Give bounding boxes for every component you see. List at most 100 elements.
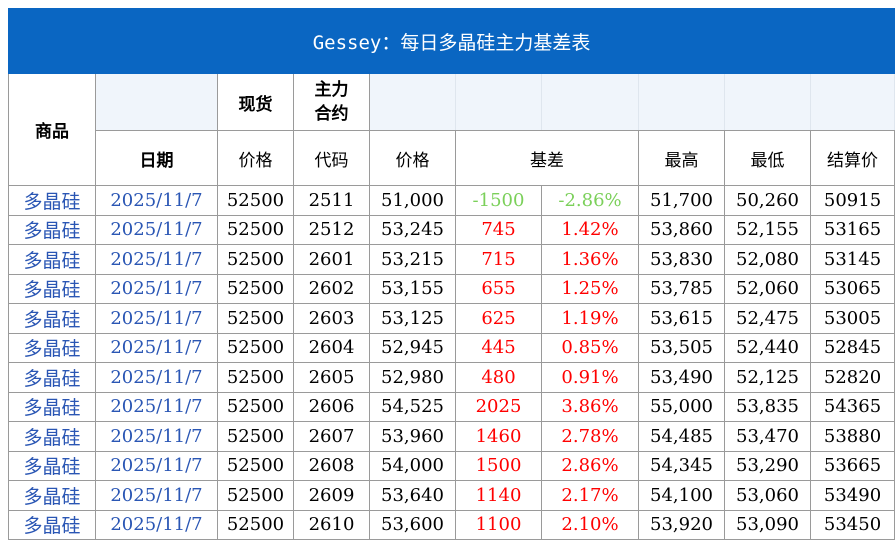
price-cell: 53,640 — [369, 480, 456, 511]
date-cell: 2025/11/7 — [95, 450, 218, 481]
price-cell: 53,245 — [369, 214, 456, 245]
settle-cell: 53065 — [809, 273, 896, 304]
table-row: 多晶硅 2025/11/7 52500 2512 53,245 745 1.42% 53,86… — [8, 214, 896, 245]
settle-cell: 54365 — [809, 391, 896, 422]
spot-price-cell: 52500 — [217, 273, 294, 304]
low-cell: 52,060 — [724, 273, 811, 304]
high-cell: 53,920 — [638, 509, 725, 540]
contract-code-cell: 2603 — [293, 303, 370, 334]
basis-pct-cell: 1.42% — [541, 214, 639, 245]
spot-price-cell: 52500 — [217, 421, 294, 452]
date-cell: 2025/11/7 — [95, 391, 218, 422]
date-cell: 2025/11/7 — [95, 214, 218, 245]
header-blank-cell — [455, 73, 542, 131]
settle-cell: 53145 — [809, 244, 896, 275]
price-cell: 54,525 — [369, 391, 456, 422]
header-blank-cell — [541, 73, 639, 131]
basis-cell: 2025 — [455, 391, 542, 422]
header-spot-price: 价格 — [217, 130, 294, 186]
basis-cell: 655 — [455, 273, 542, 304]
high-cell: 54,345 — [638, 450, 725, 481]
table-row: 多晶硅 2025/11/7 52500 2608 54,000 1500 2.86% 54,3… — [8, 450, 896, 481]
product-cell: 多晶硅 — [8, 391, 96, 422]
header-blank-cell — [638, 73, 725, 131]
price-cell: 51,000 — [369, 185, 456, 216]
high-cell: 53,615 — [638, 303, 725, 334]
date-cell: 2025/11/7 — [95, 303, 218, 334]
header-price: 价格 — [369, 130, 456, 186]
high-cell: 53,490 — [638, 362, 725, 393]
header-main-contract: 主力 合约 — [293, 73, 370, 131]
spot-price-cell: 52500 — [217, 362, 294, 393]
product-cell: 多晶硅 — [8, 509, 96, 540]
basis-cell: 445 — [455, 332, 542, 363]
table-row: 多晶硅 2025/11/7 52500 2602 53,155 655 1.25% 53,78… — [8, 273, 896, 304]
high-cell: 53,785 — [638, 273, 725, 304]
price-cell: 53,960 — [369, 421, 456, 452]
settle-cell: 53665 — [809, 450, 896, 481]
contract-code-cell: 2608 — [293, 450, 370, 481]
header-blank-cell — [724, 73, 811, 131]
basis-pct-cell: 0.85% — [541, 332, 639, 363]
date-cell: 2025/11/7 — [95, 273, 218, 304]
product-cell: 多晶硅 — [8, 480, 96, 511]
high-cell: 51,700 — [638, 185, 725, 216]
low-cell: 53,290 — [724, 450, 811, 481]
low-cell: 52,155 — [724, 214, 811, 245]
contract-code-cell: 2602 — [293, 273, 370, 304]
high-cell: 53,830 — [638, 244, 725, 275]
basis-cell: 1500 — [455, 450, 542, 481]
high-cell: 54,485 — [638, 421, 725, 452]
spot-price-cell: 52500 — [217, 244, 294, 275]
header-code: 代码 — [293, 130, 370, 186]
product-cell: 多晶硅 — [8, 244, 96, 275]
basis-pct-cell: -2.86% — [541, 185, 639, 216]
basis-pct-cell: 1.19% — [541, 303, 639, 334]
price-cell: 54,000 — [369, 450, 456, 481]
low-cell: 50,260 — [724, 185, 811, 216]
header-product: 商品 — [8, 73, 96, 186]
header-spot: 现货 — [217, 73, 294, 131]
settle-cell: 53165 — [809, 214, 896, 245]
basis-pct-cell: 1.25% — [541, 273, 639, 304]
table-title: Gessey：每日多晶硅主力基差表 — [7, 8, 896, 74]
header-settle: 结算价 — [809, 130, 896, 186]
product-cell: 多晶硅 — [8, 450, 96, 481]
basis-cell: 1100 — [455, 509, 542, 540]
price-cell: 53,155 — [369, 273, 456, 304]
product-cell: 多晶硅 — [8, 303, 96, 334]
table-body: 多晶硅 2025/11/7 52500 2511 51,000 -1500 -2.86% 51… — [8, 185, 896, 540]
price-cell: 52,945 — [369, 332, 456, 363]
table-row: 多晶硅 2025/11/7 52500 2605 52,980 480 0.91% 53,49… — [8, 362, 896, 393]
basis-cell: 745 — [455, 214, 542, 245]
settle-cell: 53450 — [809, 509, 896, 540]
table-row: 多晶硅 2025/11/7 52500 2603 53,125 625 1.19% 53,61… — [8, 303, 896, 334]
settle-cell: 52820 — [809, 362, 896, 393]
basis-pct-cell: 0.91% — [541, 362, 639, 393]
price-cell: 52,980 — [369, 362, 456, 393]
contract-code-cell: 2606 — [293, 391, 370, 422]
low-cell: 52,080 — [724, 244, 811, 275]
basis-cell: 1460 — [455, 421, 542, 452]
settle-cell: 52845 — [809, 332, 896, 363]
date-cell: 2025/11/7 — [95, 480, 218, 511]
table-row: 多晶硅 2025/11/7 52500 2607 53,960 1460 2.78% 54,4… — [8, 421, 896, 452]
table-row: 多晶硅 2025/11/7 52500 2609 53,640 1140 2.17% 54,1… — [8, 480, 896, 511]
date-cell: 2025/11/7 — [95, 421, 218, 452]
price-cell: 53,600 — [369, 509, 456, 540]
contract-code-cell: 2604 — [293, 332, 370, 363]
settle-cell: 50915 — [809, 185, 896, 216]
spot-price-cell: 52500 — [217, 185, 294, 216]
contract-code-cell: 2607 — [293, 421, 370, 452]
contract-code-cell: 2601 — [293, 244, 370, 275]
basis-pct-cell: 1.36% — [541, 244, 639, 275]
product-cell: 多晶硅 — [8, 185, 96, 216]
basis-cell: 715 — [455, 244, 542, 275]
low-cell: 53,090 — [724, 509, 811, 540]
high-cell: 53,505 — [638, 332, 725, 363]
date-cell: 2025/11/7 — [95, 244, 218, 275]
high-cell: 53,860 — [638, 214, 725, 245]
settle-cell: 53880 — [809, 421, 896, 452]
spot-price-cell: 52500 — [217, 391, 294, 422]
basis-pct-cell: 3.86% — [541, 391, 639, 422]
